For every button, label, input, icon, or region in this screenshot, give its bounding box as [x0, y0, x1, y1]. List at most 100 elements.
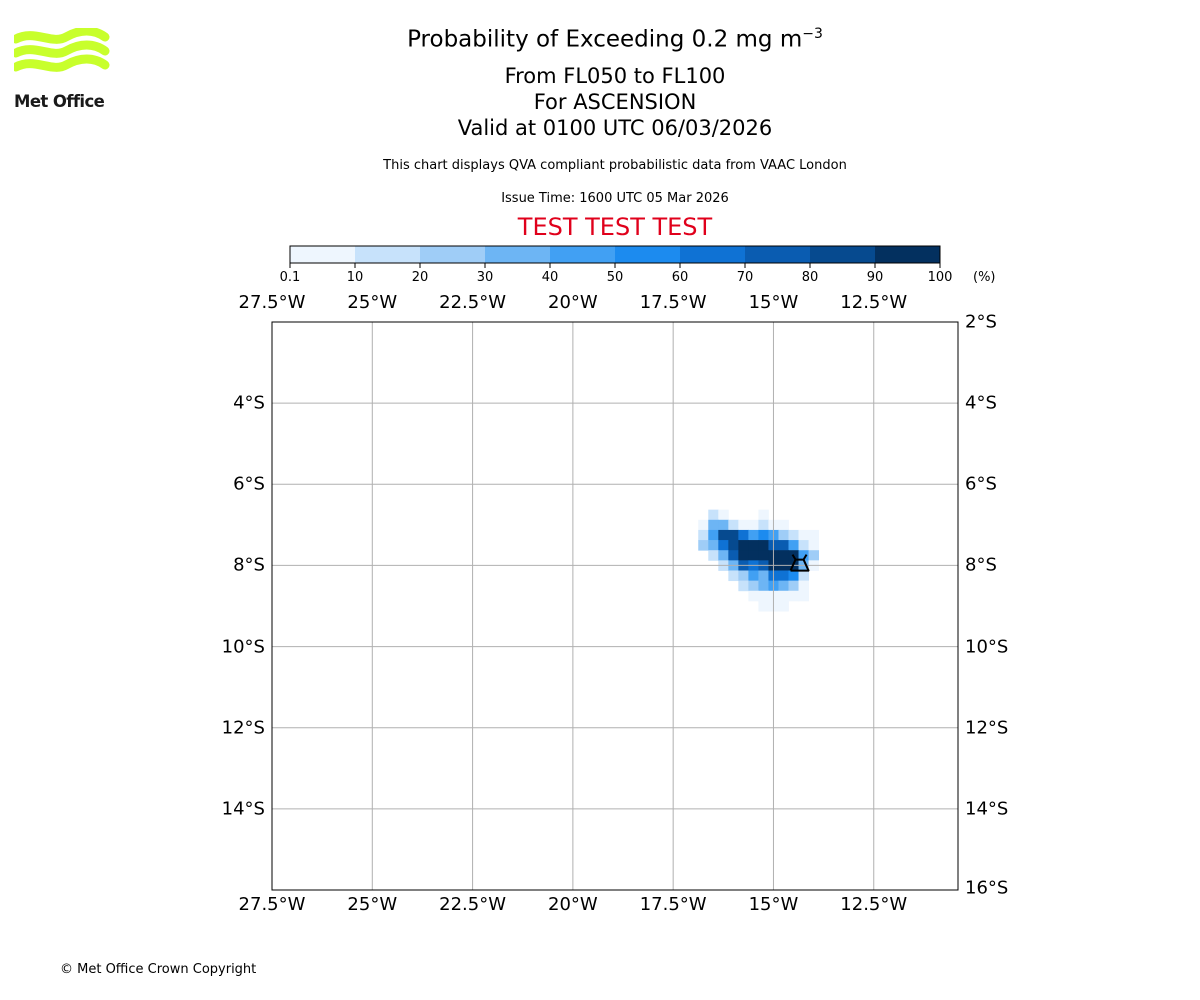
met-office-logo: Met Office: [14, 28, 110, 118]
probability-cell: [778, 590, 789, 602]
title-main: Probability of Exceeding 0.2 mg m: [407, 26, 803, 53]
test-banner: TEST TEST TEST: [517, 213, 713, 241]
colorbar-swatch: [875, 246, 941, 263]
probability-cell: [758, 590, 769, 602]
probability-cell: [718, 540, 729, 551]
probability-cell: [748, 550, 759, 561]
probability-cell: [748, 540, 759, 551]
probability-cell: [708, 519, 719, 531]
colorbar-tick-label: 20: [411, 270, 429, 285]
chart-description: This chart displays QVA compliant probab…: [383, 158, 847, 173]
longitude-label: 25°W: [347, 292, 398, 313]
longitude-label: 22.5°W: [439, 292, 507, 313]
probability-cell: [758, 540, 769, 551]
probability-cell: [728, 519, 739, 531]
longitude-label: 20°W: [548, 292, 598, 313]
colorbar-swatch: [615, 246, 681, 263]
probability-cell: [708, 509, 719, 521]
colorbar-tick-label: 90: [866, 270, 884, 285]
location-title: For ASCENSION: [533, 90, 697, 114]
probability-cell: [798, 540, 809, 551]
probability-cell: [728, 570, 739, 582]
colorbar-swatch: [485, 246, 551, 263]
longitude-label: 12.5°W: [840, 292, 908, 313]
probability-cell: [718, 550, 729, 561]
probability-cell: [758, 550, 769, 561]
latitude-label: 10°S: [221, 636, 265, 658]
probability-cell: [758, 519, 769, 531]
probability-cell: [778, 580, 789, 592]
copyright: © Met Office Crown Copyright: [60, 962, 257, 977]
latitude-label: 8°S: [965, 554, 997, 576]
latitude-label: 12°S: [965, 717, 1009, 739]
longitude-label: 20°W: [548, 894, 598, 915]
flight-levels: From FL050 to FL100: [504, 64, 726, 88]
probability-cell: [788, 540, 799, 551]
longitude-label: 17.5°W: [639, 292, 707, 313]
probability-cell: [778, 600, 789, 612]
colorbar-tick-label: 50: [606, 270, 624, 285]
probability-cell: [758, 509, 769, 521]
probability-cell: [738, 570, 749, 582]
latitude-label: 4°S: [233, 392, 265, 414]
colorbar-tick-label: 0.1: [279, 270, 301, 285]
colorbar-tick-label: 40: [541, 270, 559, 285]
latitude-label: 4°S: [965, 392, 997, 414]
issue-time: Issue Time: 1600 UTC 05 Mar 2026: [501, 191, 729, 206]
latitude-label: 14°S: [965, 798, 1009, 820]
colorbar-swatch: [550, 246, 616, 263]
probability-cell: [738, 550, 749, 561]
probability-cell: [798, 580, 809, 592]
latitude-label: 2°S: [965, 311, 997, 333]
colorbar-swatch: [420, 246, 486, 263]
probability-cell: [748, 519, 759, 531]
chart-title: Probability of Exceeding 0.2 mg m−3: [0, 26, 1200, 53]
probability-cell: [778, 529, 789, 541]
map-panel: [271, 321, 959, 891]
colorbar-tick-label: 60: [671, 270, 689, 285]
colorbar-swatch: [680, 246, 746, 263]
latitude-label: 6°S: [233, 473, 265, 495]
logo-wave: [14, 54, 110, 72]
probability-cell: [718, 529, 729, 541]
colorbar-tick-label: 70: [736, 270, 754, 285]
map-frame: [271, 321, 959, 891]
probability-cell: [738, 540, 749, 551]
valid-time: Valid at 0100 UTC 06/03/2026: [457, 116, 773, 140]
colorbar-swatch: [810, 246, 876, 263]
probability-cell: [738, 529, 749, 541]
probability-cell: [798, 590, 809, 602]
logo-text: Met Office: [14, 92, 105, 111]
probability-cell: [718, 509, 729, 521]
logo-wave: [14, 40, 110, 58]
longitude-label: 12.5°W: [840, 894, 908, 915]
probability-cell: [698, 529, 709, 541]
probability-cell: [698, 540, 709, 551]
longitude-label: 17.5°W: [639, 894, 707, 915]
longitude-label: 27.5°W: [238, 292, 306, 313]
latitude-label: 12°S: [221, 717, 265, 739]
probability-cell: [758, 580, 769, 592]
met-office-wave-icon: [14, 28, 110, 72]
colorbar-tick-label: 10: [346, 270, 364, 285]
probability-cell: [708, 529, 719, 541]
probability-cell: [738, 580, 749, 592]
probability-cell: [798, 550, 809, 561]
probability-cell: [738, 519, 749, 531]
probability-cell: [778, 519, 789, 531]
colorbar-unit: (%): [973, 270, 996, 285]
probability-cell: [758, 600, 769, 612]
latitude-label: 8°S: [233, 554, 265, 576]
map-gridlines: [272, 322, 958, 890]
longitude-label: 25°W: [347, 894, 398, 915]
longitude-label: 15°W: [748, 292, 799, 313]
probability-cell: [778, 540, 789, 551]
probability-cell: [728, 540, 739, 551]
probability-cell: [748, 580, 759, 592]
longitude-label: 22.5°W: [439, 894, 507, 915]
probability-cell: [698, 519, 709, 531]
probability-cell: [798, 570, 809, 582]
probability-cell: [788, 529, 799, 541]
logo-wave: [14, 28, 110, 44]
